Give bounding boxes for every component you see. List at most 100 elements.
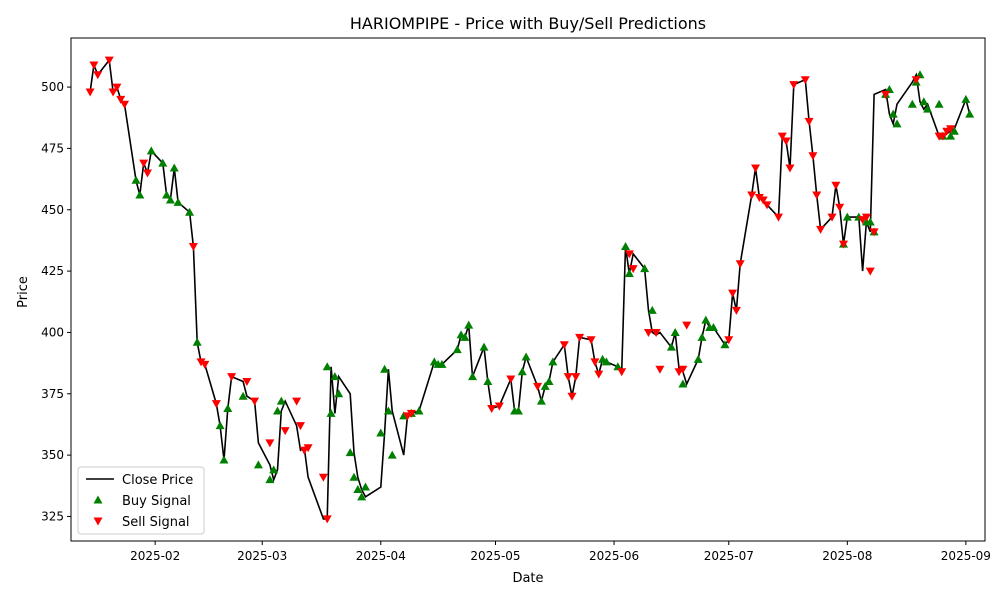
buy-signal-marker [919, 97, 929, 106]
legend-entry-label: Buy Signal [122, 494, 191, 509]
buy-signal-marker [223, 404, 233, 413]
buy-signal-marker [483, 377, 493, 386]
buy-signal-marker [601, 357, 611, 366]
y-tick-label: 325 [41, 509, 64, 523]
sell-signal-marker [865, 267, 875, 276]
buy-legend-swatch [93, 495, 103, 504]
sell-signal-marker [494, 402, 504, 411]
sell-signal-marker [861, 213, 871, 222]
buy-signal-marker [169, 163, 179, 172]
x-tick-label: 2025-07 [704, 549, 754, 563]
sell-signal-marker [506, 375, 516, 384]
buy-signal-marker [360, 482, 370, 491]
sell-signal-marker [785, 164, 795, 173]
buy-signal-marker [383, 406, 393, 415]
buy-signal-marker [349, 472, 359, 481]
buy-signal-marker [345, 448, 355, 457]
sell-signal-marker [590, 358, 600, 367]
sell-signal-marker [735, 260, 745, 269]
buy-signal-marker [666, 342, 676, 351]
buy-signal-marker [949, 126, 959, 135]
buy-signal-marker [701, 315, 711, 324]
legend-entry-label: Close Price [122, 473, 193, 488]
sell-signal-marker [142, 169, 152, 178]
x-tick-label: 2025-04 [356, 549, 406, 563]
buy-signal-marker [273, 406, 283, 415]
sell-signal-marker [112, 83, 122, 92]
buy-signal-marker [460, 332, 470, 341]
sell-signal-marker [188, 243, 198, 252]
buy-signal-marker [326, 408, 336, 417]
sell-signal-marker [533, 382, 543, 391]
buy-signal-marker [192, 337, 202, 346]
sell-signal-marker [624, 250, 634, 259]
buy-signal-marker [548, 357, 558, 366]
buy-signal-marker [513, 406, 523, 415]
buy-signal-marker [536, 396, 546, 405]
y-tick-label: 350 [41, 448, 64, 462]
sell-signal-marker [200, 360, 210, 369]
sell-signal-marker [777, 132, 787, 141]
sell-signal-marker [242, 378, 252, 387]
buy-signal-marker [540, 381, 550, 390]
buy-signal-marker [165, 195, 175, 204]
buy-signal-marker [544, 377, 554, 386]
sell-signal-marker [196, 358, 206, 367]
buy-signal-marker [437, 359, 447, 368]
legend-box [77, 466, 205, 535]
sell-signal-marker [563, 373, 573, 382]
sell-signal-marker [575, 333, 585, 342]
y-tick-label: 400 [41, 325, 64, 339]
buy-signal-marker [693, 354, 703, 363]
buy-signal-marker [907, 99, 917, 108]
sell-signal-marker [808, 152, 818, 161]
sell-signal-marker [406, 409, 416, 418]
sell-signal-marker [116, 95, 126, 104]
buy-signal-marker [720, 340, 730, 349]
y-tick-label: 475 [41, 141, 64, 155]
sell-signal-marker [559, 341, 569, 350]
sell-signal-marker [747, 191, 757, 200]
sell-signal-marker [789, 81, 799, 90]
sell-signal-marker [586, 336, 596, 345]
sell-signal-marker [227, 373, 237, 382]
buy-signal-marker [173, 197, 183, 206]
buy-signal-marker [464, 320, 474, 329]
buy-signal-marker [253, 460, 263, 469]
sell-signal-marker [571, 373, 581, 382]
x-axis-label: Date [512, 571, 543, 586]
y-tick-label: 425 [41, 264, 64, 278]
sell-signal-marker [265, 439, 275, 448]
sell-signal-marker [762, 201, 772, 210]
y-axis-label: Price [16, 276, 31, 308]
sell-signal-marker [754, 193, 764, 202]
sell-signal-marker [835, 203, 845, 212]
sell-signal-marker [643, 328, 653, 337]
sell-signal-marker [839, 240, 849, 249]
sell-signal-marker [728, 289, 738, 298]
buy-signal-marker [842, 212, 852, 221]
buy-signal-marker [414, 406, 424, 415]
sell-signal-marker [104, 56, 114, 65]
sell-signal-marker [295, 422, 305, 431]
sell-signal-marker [628, 265, 638, 274]
sell-signal-marker [303, 444, 313, 453]
buy-signal-marker [380, 364, 390, 373]
x-tick-label: 2025-08 [822, 549, 872, 563]
sell-signal-marker [655, 365, 665, 374]
sell-signal-marker [120, 100, 130, 109]
buy-signal-marker [640, 264, 650, 273]
axes-frame [70, 37, 986, 542]
sell-signal-marker [280, 427, 290, 436]
sell-signal-marker [594, 370, 604, 379]
buy-signal-marker [521, 352, 531, 361]
buy-signal-marker [865, 217, 875, 226]
buy-signal-marker [621, 242, 631, 251]
sell-signal-marker [617, 368, 627, 377]
buy-signal-marker [265, 475, 275, 484]
buy-signal-marker [888, 109, 898, 118]
sell-signal-marker [731, 306, 741, 315]
buy-signal-marker [238, 391, 248, 400]
sell-signal-marker [89, 61, 99, 70]
buy-signal-marker [517, 367, 527, 376]
